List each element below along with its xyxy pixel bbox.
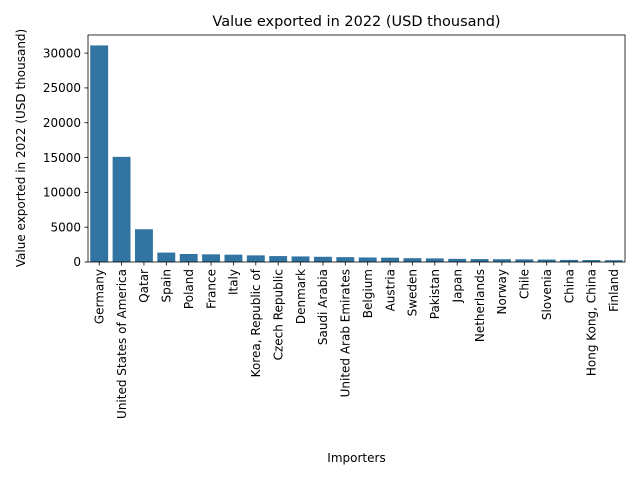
x-tick-label-17: Netherlands — [473, 269, 487, 342]
y-tick-label-6: 30000 — [43, 46, 81, 60]
x-tick-label-11: United Arab Emirates — [339, 269, 353, 397]
x-tick-label-0: Germany — [92, 269, 106, 324]
x-tick-label-5: France — [204, 269, 218, 309]
x-tick-label-18: Norway — [495, 269, 509, 315]
x-tick-label-15: Pakistan — [428, 269, 442, 319]
x-tick-label-16: Japan — [450, 269, 464, 303]
x-tick-label-2: Qatar — [137, 269, 151, 303]
bar-13 — [381, 257, 400, 262]
bar-22 — [582, 260, 601, 262]
x-axis-label: Importers — [327, 451, 385, 465]
bar-17 — [470, 259, 489, 262]
bar-2 — [134, 229, 153, 262]
bar-6 — [224, 254, 243, 262]
x-tick-label-14: Sweden — [406, 269, 420, 316]
x-tick-label-20: Slovenia — [540, 269, 554, 320]
y-tick-label-0: 0 — [73, 255, 81, 269]
x-tick-label-23: Finland — [607, 269, 621, 312]
bar-7 — [246, 255, 265, 262]
plot-frame — [87, 34, 626, 263]
x-tick-label-7: Korea, Republic of — [249, 268, 263, 377]
x-tick-label-13: Austria — [383, 269, 397, 311]
x-tick-label-22: Hong Kong, China — [585, 269, 599, 376]
x-tick-label-9: Denmark — [294, 269, 308, 324]
bar-21 — [560, 259, 579, 262]
bar-15 — [425, 258, 444, 262]
bar-10 — [313, 256, 332, 262]
bar-4 — [179, 253, 198, 262]
bar-19 — [515, 259, 534, 262]
x-tick-label-6: Italy — [227, 269, 241, 295]
y-axis-label: Value exported in 2022 (USD thousand) — [14, 29, 28, 267]
x-tick-label-19: Chile — [518, 269, 532, 299]
y-tick-label-2: 10000 — [43, 186, 81, 200]
y-axis-ticks: 0 5000 10000 15000 20000 25000 30000 — [43, 46, 88, 269]
bar-14 — [403, 258, 422, 262]
bar-0 — [90, 45, 109, 262]
x-tick-label-1: United States of America — [115, 269, 129, 419]
bars-group — [90, 45, 623, 262]
y-tick-label-5: 25000 — [43, 81, 81, 95]
bar-12 — [358, 257, 377, 262]
bar-8 — [269, 256, 288, 262]
x-tick-label-12: Belgium — [361, 269, 375, 318]
bar-1 — [112, 156, 131, 262]
bar-23 — [604, 260, 623, 262]
bar-5 — [202, 254, 221, 262]
x-tick-label-21: China — [562, 269, 576, 303]
x-tick-label-4: Poland — [182, 269, 196, 309]
y-tick-label-1: 5000 — [50, 220, 81, 234]
x-axis-ticks: Germany United States of America Qatar Spai… — [92, 262, 621, 419]
y-tick-label-4: 20000 — [43, 116, 81, 130]
x-tick-label-10: Saudi Arabia — [316, 269, 330, 345]
bar-16 — [448, 258, 467, 262]
bar-3 — [157, 252, 176, 262]
bar-18 — [492, 259, 511, 262]
x-tick-label-8: Czech Republic — [271, 269, 285, 360]
x-tick-label-3: Spain — [160, 269, 174, 303]
chart-title: Value exported in 2022 (USD thousand) — [212, 14, 500, 30]
y-tick-label-3: 15000 — [43, 151, 81, 165]
bar-9 — [291, 256, 310, 262]
bar-20 — [537, 259, 556, 262]
bar-11 — [336, 257, 355, 262]
